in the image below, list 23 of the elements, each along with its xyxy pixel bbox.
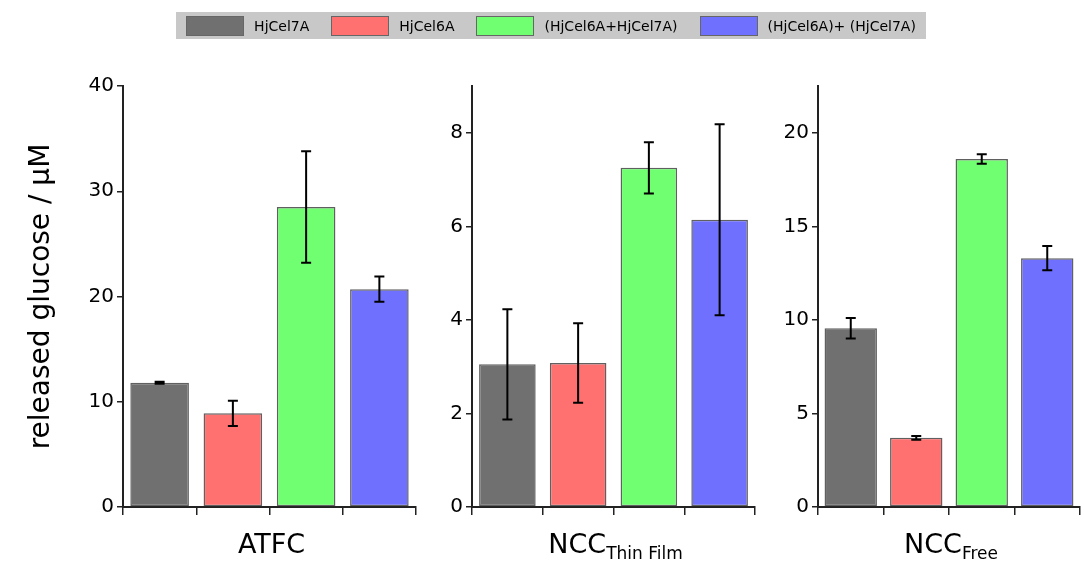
y-tick-label: 4 bbox=[450, 306, 463, 331]
y-tick-label: 0 bbox=[450, 493, 463, 518]
legend-label: HjCel6A bbox=[399, 17, 455, 34]
legend-label: (HjCel6A+HjCel7A) bbox=[544, 17, 678, 34]
x-axis-title: ATFC bbox=[236, 528, 307, 559]
y-tick-label: 10 bbox=[783, 306, 809, 331]
legend-label: HjCel7A bbox=[254, 17, 310, 34]
y-tick-label: 10 bbox=[88, 387, 114, 412]
y-tick-label: 20 bbox=[783, 118, 809, 143]
y-tick-label: 40 bbox=[88, 72, 114, 97]
y-tick-label: 15 bbox=[783, 212, 809, 237]
y-tick-label: 5 bbox=[796, 399, 809, 424]
y-tick-label: 0 bbox=[101, 493, 114, 518]
y-tick-label: 6 bbox=[450, 212, 463, 237]
x-axis-title: NCC$_{Thin Film}$ bbox=[547, 528, 684, 564]
legend-label: (HjCel6A)+ (HjCel7A) bbox=[767, 17, 916, 34]
y-tick-label: 20 bbox=[88, 282, 114, 307]
y-tick-label: 0 bbox=[796, 493, 809, 518]
y-axis-title: released glucose / µM bbox=[23, 143, 57, 449]
y-tick-label: 8 bbox=[450, 118, 463, 143]
y-tick-label: 2 bbox=[450, 399, 463, 424]
x-axis-title: NCC$_{Free}$ bbox=[903, 528, 999, 564]
y-tick-label: 30 bbox=[88, 177, 114, 202]
